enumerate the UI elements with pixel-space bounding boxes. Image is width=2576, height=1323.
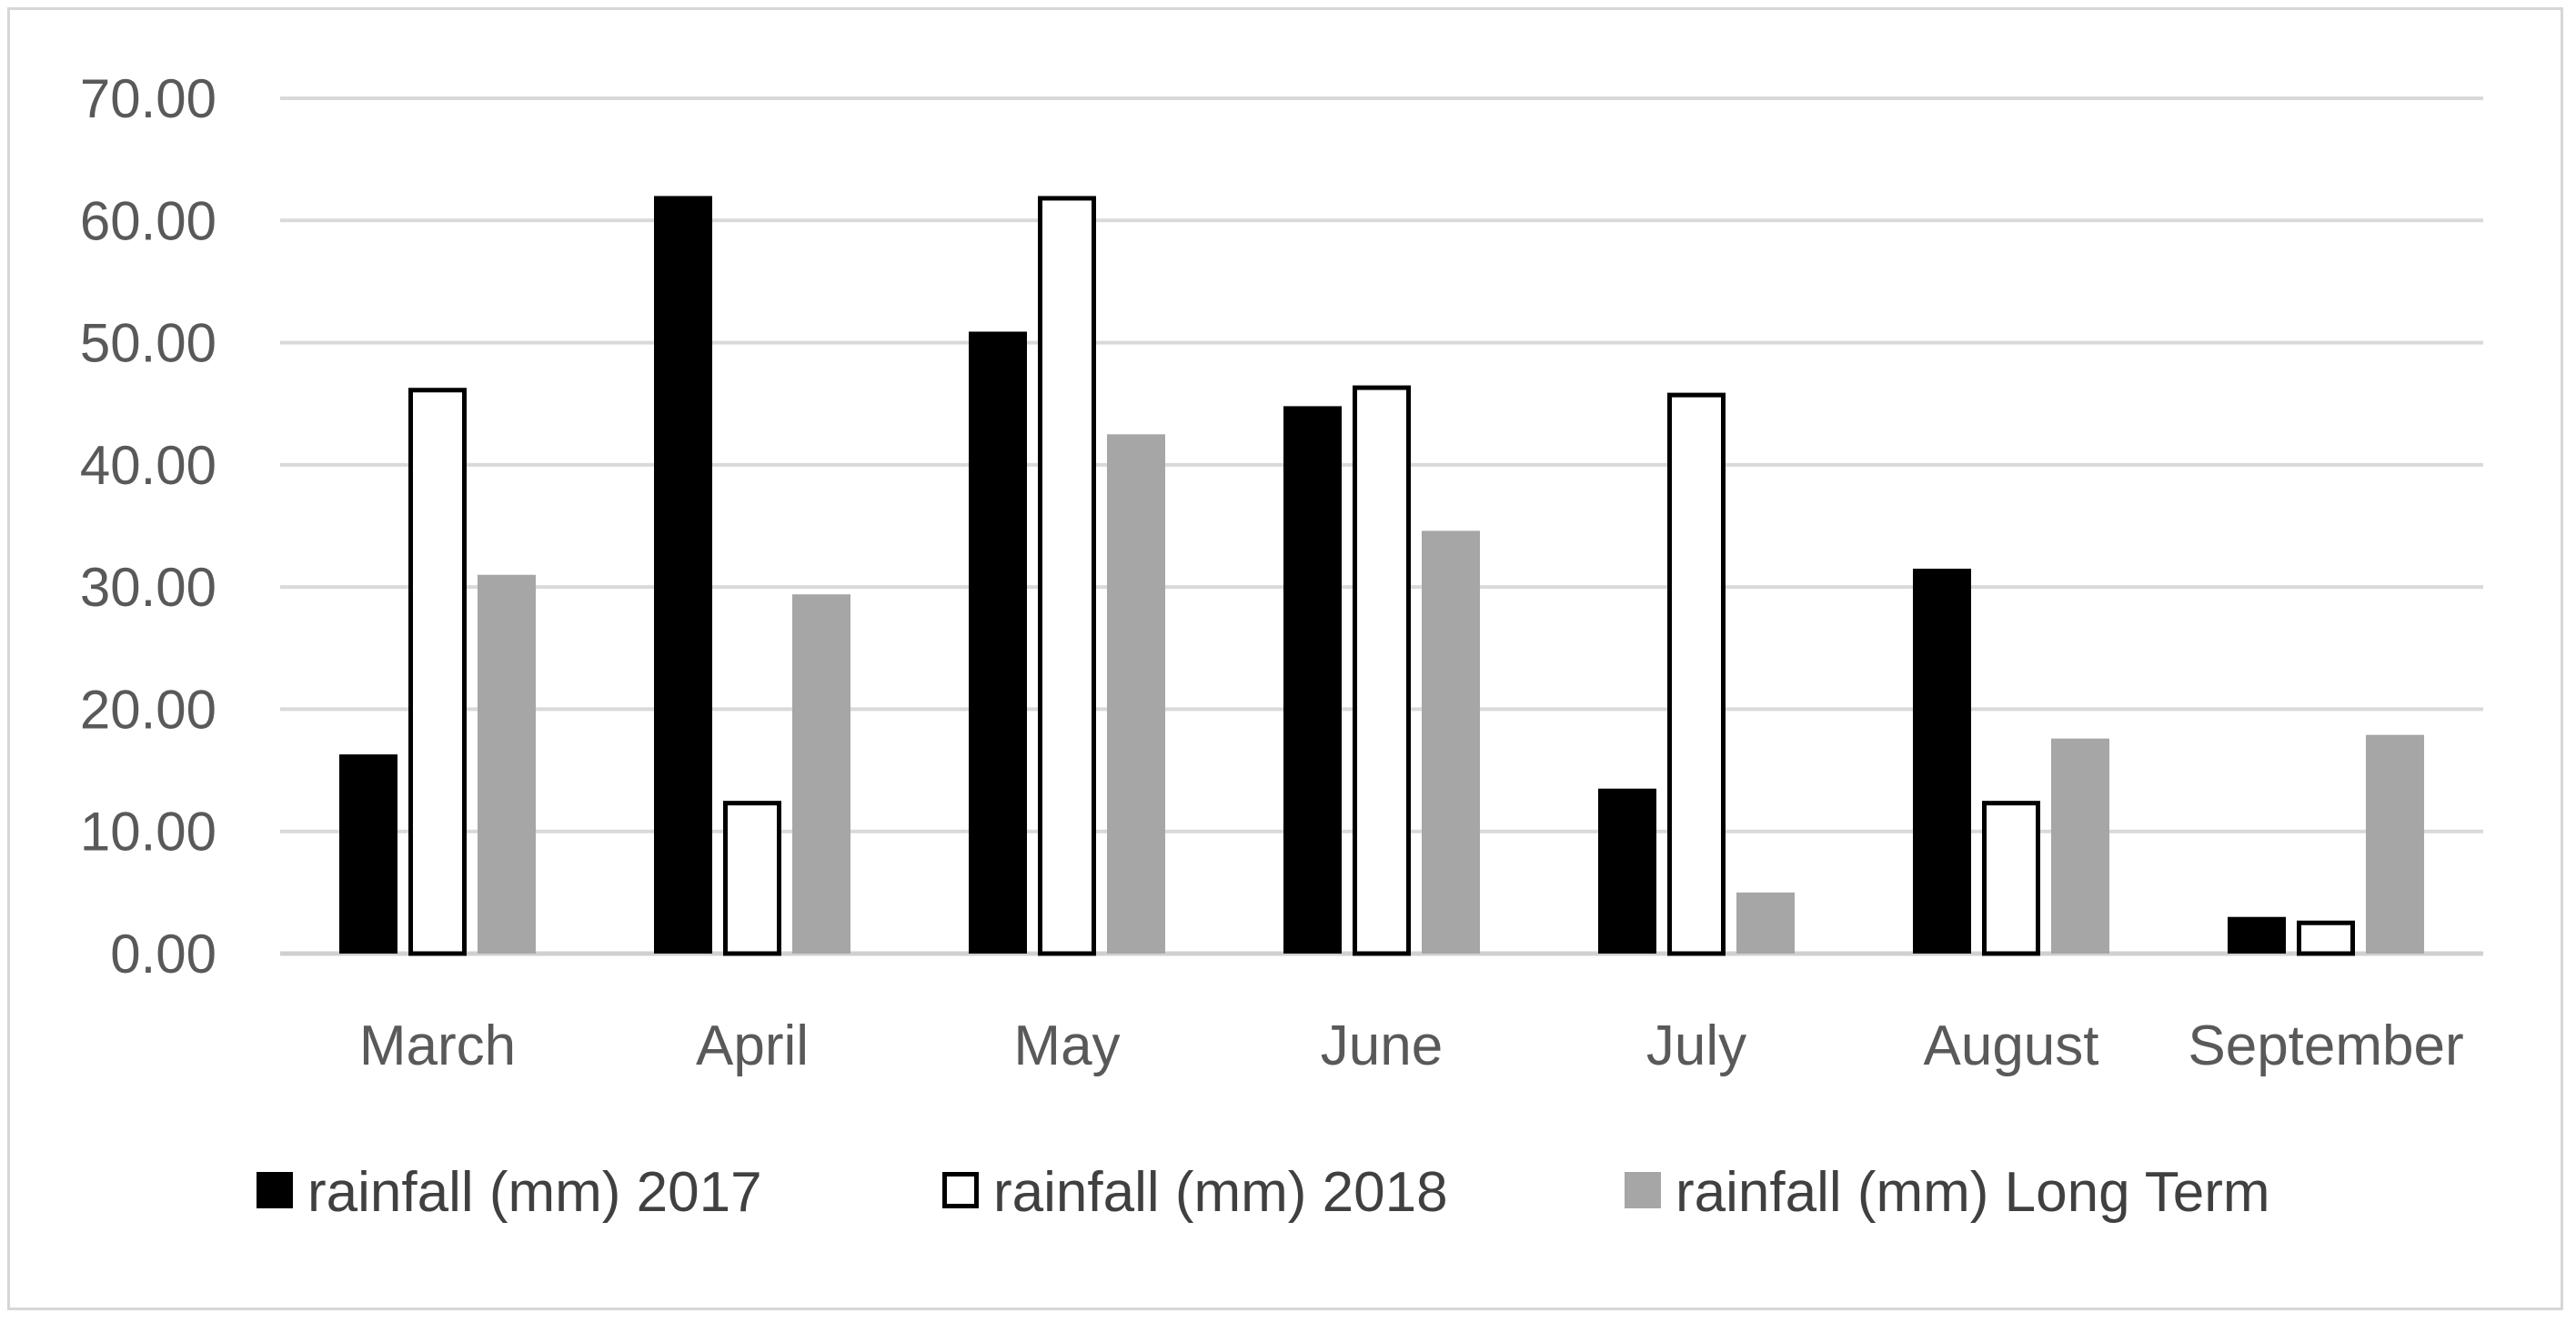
bar-august-series-3: [2051, 738, 2109, 954]
y-tick-label: 50.00: [80, 313, 216, 374]
bar-april-series-1: [654, 196, 712, 954]
legend-swatch-3: [1625, 1172, 1661, 1208]
y-tick-label: 70.00: [80, 68, 216, 129]
legend-label-3: rainfall (mm) Long Term: [1675, 1161, 2269, 1224]
y-tick-label: 0.00: [110, 924, 216, 985]
bar-june-series-2: [1353, 385, 1411, 956]
bar-june-series-3: [1422, 530, 1480, 954]
x-tick-label: May: [1013, 1015, 1120, 1077]
bar-july-series-1: [1598, 788, 1656, 954]
x-tick-label: July: [1646, 1015, 1746, 1077]
bar-april-series-3: [792, 594, 850, 954]
bar-march-series-2: [408, 388, 467, 956]
y-tick-label: 20.00: [80, 679, 216, 740]
bar-august-series-2: [1982, 801, 2040, 956]
x-tick-label: March: [359, 1015, 516, 1077]
bar-may-series-2: [1038, 196, 1096, 956]
bar-may-series-3: [1107, 434, 1165, 954]
x-tick-label: April: [696, 1015, 809, 1077]
bar-may-series-1: [969, 331, 1027, 954]
bar-july-series-3: [1736, 892, 1795, 954]
y-tick-label: 60.00: [80, 190, 216, 251]
y-tick-label: 10.00: [80, 802, 216, 863]
bar-march-series-1: [339, 754, 397, 954]
bar-july-series-2: [1667, 392, 1726, 956]
bar-september-series-1: [2228, 916, 2286, 954]
y-tick-label: 30.00: [80, 557, 216, 618]
y-tick-label: 40.00: [80, 435, 216, 496]
x-tick-label: August: [1923, 1015, 2098, 1077]
bar-september-series-2: [2297, 920, 2355, 956]
legend-label-1: rainfall (mm) 2017: [307, 1161, 762, 1224]
x-tick-label: September: [2188, 1015, 2463, 1077]
legend-label-2: rainfall (mm) 2018: [993, 1161, 1448, 1224]
bar-september-series-3: [2366, 734, 2424, 954]
bar-august-series-1: [1913, 569, 1971, 954]
x-tick-label: June: [1321, 1015, 1443, 1077]
legend-swatch-2: [942, 1172, 979, 1208]
legend-swatch-1: [257, 1172, 293, 1208]
bar-march-series-3: [478, 574, 536, 954]
bar-june-series-1: [1283, 406, 1342, 954]
bar-april-series-2: [723, 801, 781, 956]
